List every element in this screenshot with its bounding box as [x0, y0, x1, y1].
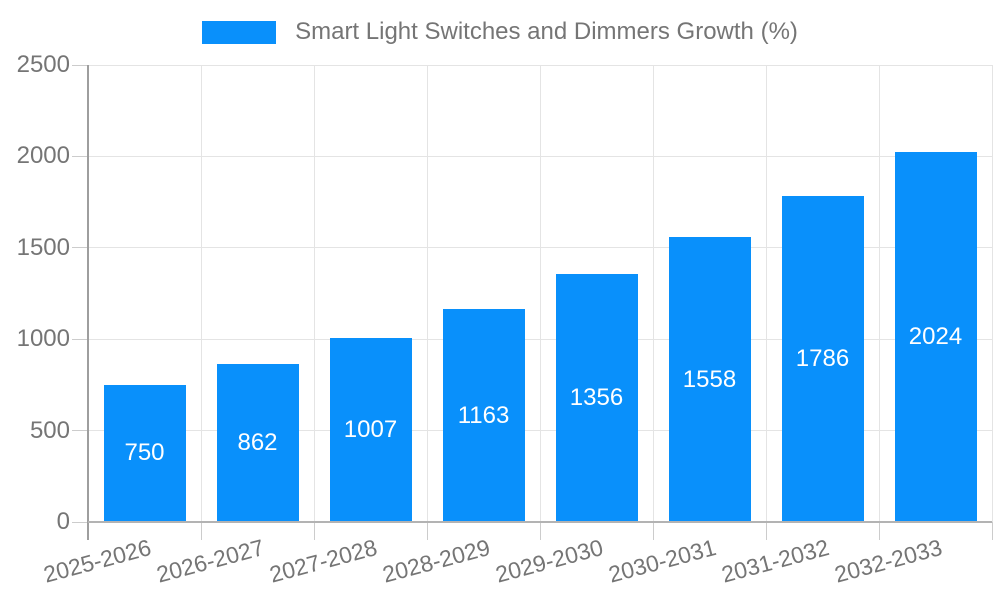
- x-axis-label: 2030-2031: [605, 534, 719, 588]
- x-axis-label: 2029-2030: [492, 534, 606, 588]
- bar-2030-2031[interactable]: 1558: [668, 237, 751, 522]
- y-axis-tick-label: 0: [56, 508, 70, 535]
- bar-value-label: 1786: [795, 344, 850, 372]
- x-axis-tick: [765, 522, 767, 540]
- bar-2026-2027[interactable]: 862: [216, 364, 299, 522]
- x-axis-label: 2025-2026: [40, 534, 154, 588]
- x-axis-tick: [991, 522, 993, 540]
- y-axis-tick-label: 1000: [16, 325, 70, 353]
- bar-2031-2032[interactable]: 1786: [781, 195, 864, 522]
- x-axis-label: 2026-2027: [153, 534, 267, 588]
- x-axis-label: 2028-2029: [379, 534, 493, 588]
- gridline-vertical: [539, 65, 541, 522]
- y-axis-tick: [72, 155, 88, 157]
- legend-swatch-icon: [202, 20, 277, 44]
- y-axis-tick-label: 500: [29, 416, 70, 444]
- x-axis-tick: [200, 522, 202, 540]
- legend-label: Smart Light Switches and Dimmers Growth …: [295, 18, 798, 45]
- gridline-vertical: [991, 65, 993, 522]
- gridline-vertical: [652, 65, 654, 522]
- bar-value-label: 2024: [908, 322, 963, 350]
- bar-2025-2026[interactable]: 750: [103, 384, 186, 522]
- y-axis-tick-label: 2500: [16, 51, 70, 78]
- legend-item[interactable]: Smart Light Switches and Dimmers Growth …: [202, 18, 798, 46]
- x-axis-tick: [652, 522, 654, 540]
- chart-legend: Smart Light Switches and Dimmers Growth …: [0, 18, 1000, 46]
- bar-value-label: 750: [124, 439, 165, 467]
- bar-2028-2029[interactable]: 1163: [442, 309, 525, 522]
- gridline-vertical: [765, 65, 767, 522]
- bar-value-label: 1558: [682, 365, 737, 393]
- x-axis-tick: [426, 522, 428, 540]
- y-axis-tick-label: 1500: [16, 233, 70, 261]
- y-axis-tick: [72, 64, 88, 66]
- x-axis-label: 2027-2028: [266, 534, 380, 588]
- gridline-vertical: [313, 65, 315, 522]
- bar-2032-2033[interactable]: 2024: [894, 152, 977, 522]
- y-axis-tick-label: 2000: [16, 142, 70, 170]
- bar-value-label: 1007: [343, 415, 398, 443]
- gridline-vertical: [426, 65, 428, 522]
- y-axis-line: [87, 65, 89, 540]
- y-axis-tick: [72, 247, 88, 249]
- x-axis-tick: [878, 522, 880, 540]
- y-axis-tick: [72, 430, 88, 432]
- x-axis-label: 2031-2032: [718, 534, 832, 588]
- bar-value-label: 1356: [569, 384, 624, 412]
- x-axis-tick: [313, 522, 315, 540]
- x-axis-tick: [539, 522, 541, 540]
- gridline-vertical: [200, 65, 202, 522]
- y-axis-tick: [72, 338, 88, 340]
- bar-2029-2030[interactable]: 1356: [555, 274, 638, 522]
- bar-2027-2028[interactable]: 1007: [329, 337, 412, 522]
- bar-value-label: 862: [237, 429, 278, 457]
- x-axis-line: [88, 521, 992, 523]
- gridline-vertical: [878, 65, 880, 522]
- y-axis-tick: [72, 521, 88, 523]
- bar-value-label: 1163: [457, 401, 510, 429]
- x-axis-label: 2032-2033: [831, 534, 945, 588]
